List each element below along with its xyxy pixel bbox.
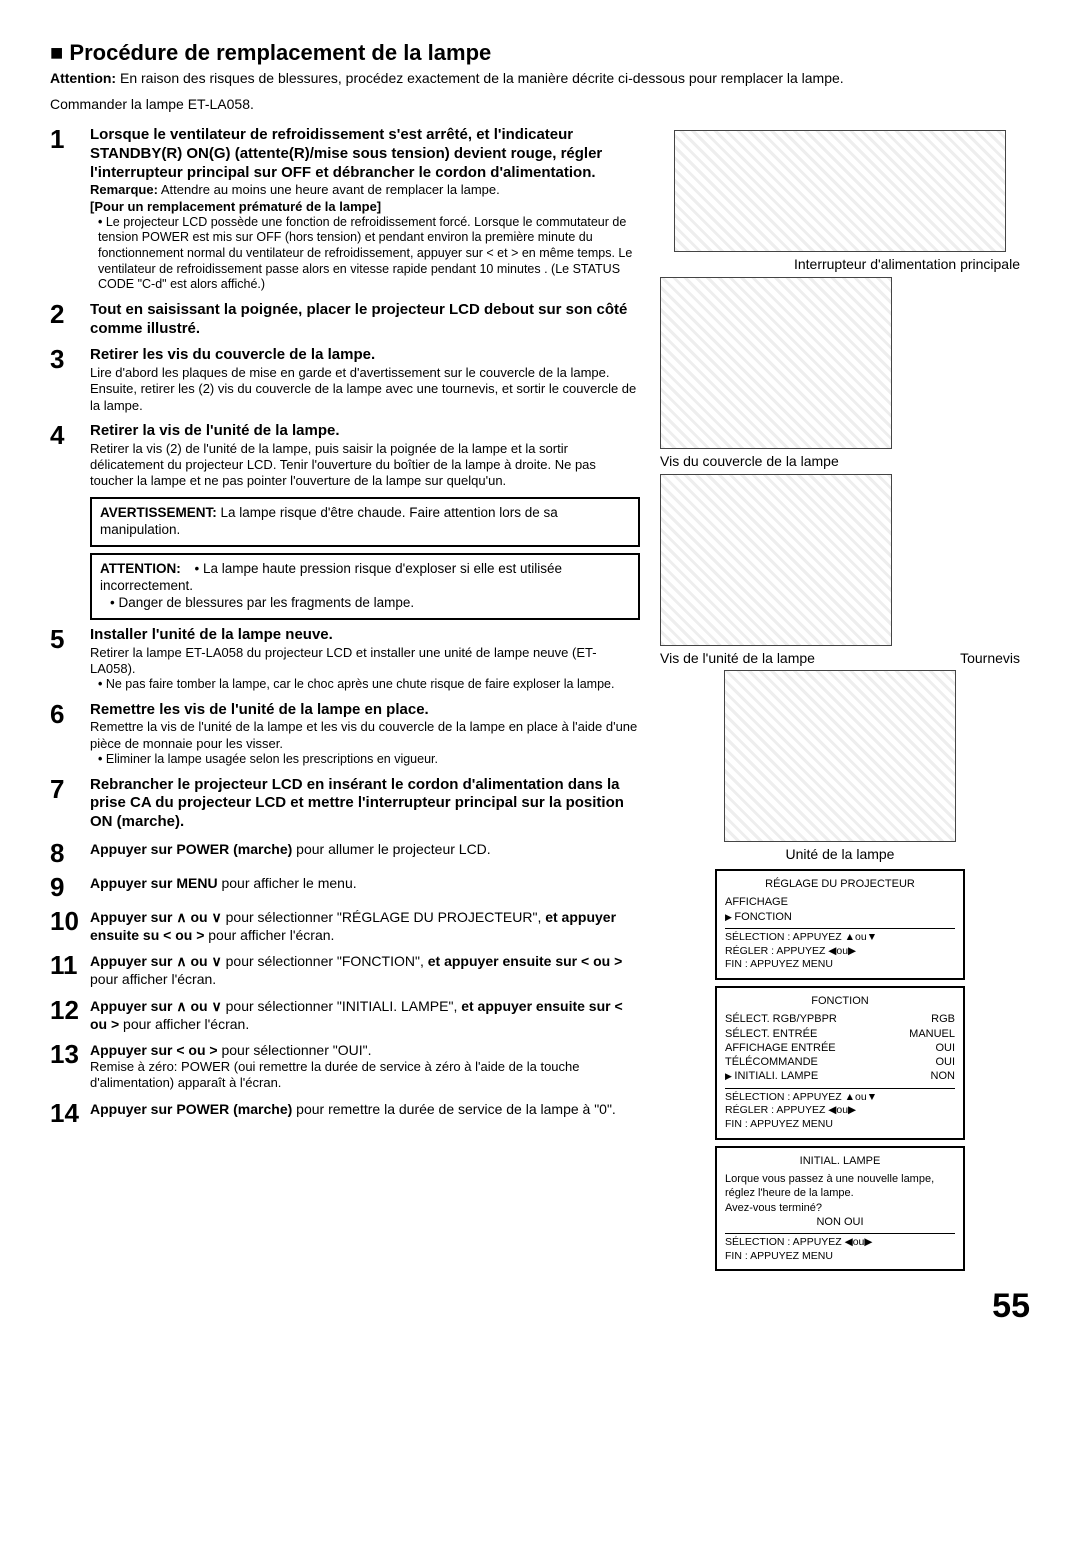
step-14: 14Appuyer sur POWER (marche) pour remett… xyxy=(50,1100,640,1126)
figure-lamp-screws xyxy=(660,474,892,646)
step-5: 5 Installer l'unité de la lampe neuve. R… xyxy=(50,626,640,693)
steps-column: 1 Lorsque le ventilateur de refroidissem… xyxy=(50,126,640,1277)
step-6: 6 Remettre les vis de l'unité de la lamp… xyxy=(50,701,640,768)
osd-menu-fonction: FONCTION SÉLECT. RGB/YPBPRRGB SÉLECT. EN… xyxy=(715,986,965,1140)
osd-menu-reglage: RÉGLAGE DU PROJECTEUR AFFICHAGE FONCTION… xyxy=(715,869,965,980)
figures-column: Interrupteur d'alimentation principale V… xyxy=(660,126,1020,1277)
label-screwdriver: Tournevis xyxy=(960,650,1020,667)
osd-menu-initial: INITIAL. LAMPE Lorque vous passez à une … xyxy=(715,1146,965,1272)
order-line: Commander la lampe ET-LA058. xyxy=(50,96,1030,112)
step-11: 11Appuyer sur ∧ ou ∨ pour sélectionner "… xyxy=(50,952,640,988)
step-4: 4 Retirer la vis de l'unité de la lampe.… xyxy=(50,422,640,490)
attention-block: Attention: En raison des risques de bles… xyxy=(50,70,1030,86)
figure-projector-top xyxy=(674,130,1006,252)
figure-side-cover xyxy=(660,277,892,449)
label-unit-screw: Vis de l'unité de la lampe xyxy=(660,650,815,667)
step-8: 8Appuyer sur POWER (marche) pour allumer… xyxy=(50,840,640,866)
label-switch: Interrupteur d'alimentation principale xyxy=(660,256,1020,273)
step-9: 9Appuyer sur MENU pour afficher le menu. xyxy=(50,874,640,900)
label-cover-screws: Vis du couvercle de la lampe xyxy=(660,453,1020,470)
step-1: 1 Lorsque le ventilateur de refroidissem… xyxy=(50,126,640,293)
step-13: 13Appuyer sur < ou > pour sélectionner "… xyxy=(50,1041,640,1092)
warning-box: AVERTISSEMENT: La lampe risque d'être ch… xyxy=(90,497,640,547)
page-number: 55 xyxy=(50,1287,1030,1326)
step-2: 2Tout en saisissant la poignée, placer l… xyxy=(50,301,640,339)
label-lamp-unit: Unité de la lampe xyxy=(660,846,1020,863)
step-10: 10Appuyer sur ∧ ou ∨ pour sélectionner "… xyxy=(50,908,640,944)
page-title: Procédure de remplacement de la lampe xyxy=(50,40,1030,66)
step-7: 7Rebrancher le projecteur LCD en inséran… xyxy=(50,776,640,832)
step-3: 3 Retirer les vis du couvercle de la lam… xyxy=(50,346,640,414)
step-12: 12Appuyer sur ∧ ou ∨ pour sélectionner "… xyxy=(50,997,640,1033)
attention-box: ATTENTION: La lampe haute pression risqu… xyxy=(90,553,640,620)
figure-lamp-unit xyxy=(724,670,956,842)
